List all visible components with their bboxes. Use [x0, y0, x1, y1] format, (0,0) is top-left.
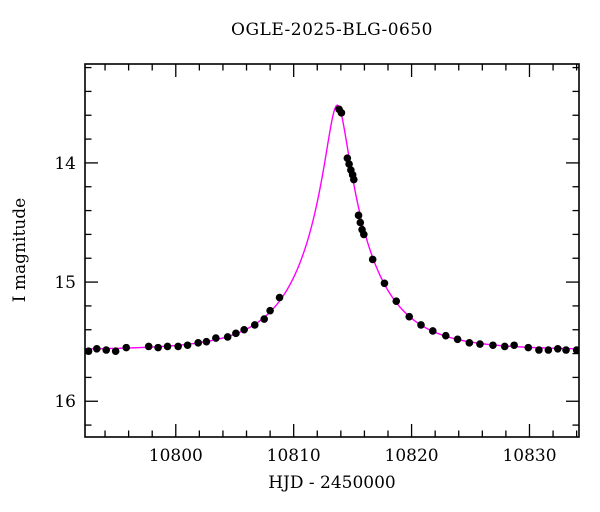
x-tick-label: 10800 [149, 446, 203, 466]
x-tick-label: 10820 [385, 446, 439, 466]
data-point [572, 346, 579, 354]
data-point [183, 341, 192, 350]
data-point [417, 321, 425, 329]
data-point [354, 211, 363, 220]
data-point [102, 346, 111, 354]
data-point [345, 160, 353, 168]
data-point [489, 341, 497, 350]
data-point [368, 255, 377, 264]
y-axis-label-text: I magnitude [10, 197, 30, 303]
data-point [202, 337, 211, 346]
data-point [212, 334, 220, 342]
data-point [275, 293, 284, 302]
data-point [360, 230, 368, 239]
data-point [392, 297, 401, 305]
data-point [562, 346, 570, 354]
data-point [111, 347, 120, 356]
data-point [232, 329, 240, 338]
data-point [154, 343, 162, 352]
data-point [535, 346, 543, 354]
data-point [356, 218, 365, 227]
y-tick-label: 15 [54, 273, 76, 293]
model-curve [85, 104, 579, 350]
x-tick-label: 10810 [267, 446, 321, 466]
data-point [250, 321, 259, 329]
data-point [465, 339, 474, 347]
tick-marks [85, 64, 579, 437]
plot-frame [84, 63, 580, 438]
data-point [194, 339, 202, 347]
x-tick-label: 10830 [502, 446, 556, 466]
data-point [343, 154, 352, 162]
data-point [92, 345, 101, 353]
data-point [85, 347, 93, 355]
data-point [524, 343, 533, 352]
data-point [553, 345, 562, 353]
y-tick-label: 14 [54, 154, 76, 174]
data-points [85, 105, 579, 356]
data-point [350, 175, 358, 184]
data-point [405, 312, 414, 321]
data-point [476, 340, 484, 348]
tick-labels: 10800 10810 10820 10830 14 15 16 [54, 154, 556, 466]
data-point [163, 342, 172, 351]
data-point [260, 315, 269, 323]
data-point [453, 335, 462, 344]
data-point [500, 342, 509, 351]
data-point [240, 325, 248, 334]
data-point [223, 333, 232, 341]
data-point [429, 327, 437, 335]
data-point [544, 346, 553, 354]
data-point [174, 342, 182, 351]
y-tick-label: 16 [54, 392, 76, 412]
data-point [337, 109, 346, 117]
data-point [266, 306, 274, 315]
data-point [144, 342, 153, 351]
data-point [380, 279, 389, 288]
data-point [441, 331, 450, 340]
chart-title: OGLE-2025-BLG-0650 [231, 20, 433, 40]
data-point [510, 341, 518, 350]
x-axis-label: HJD - 2450000 [268, 473, 396, 493]
data-point [122, 343, 131, 352]
